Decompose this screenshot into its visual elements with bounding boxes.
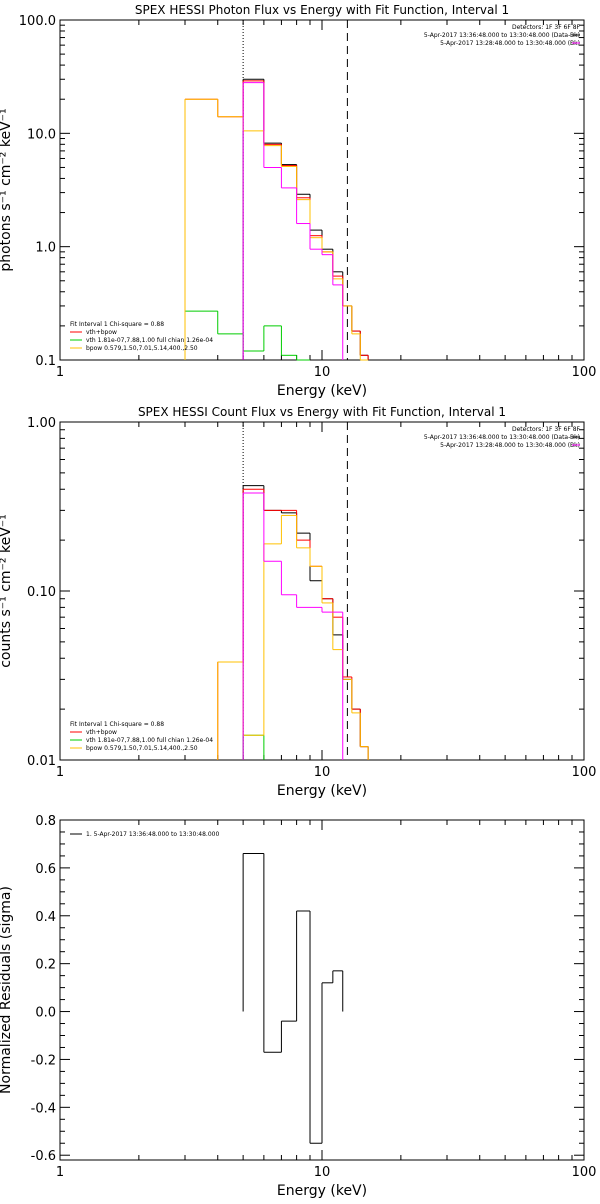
x-axis-label: Energy (keV) [277, 783, 367, 799]
x-tick-label: 1 [56, 1165, 64, 1180]
series-vth-component [242, 734, 265, 760]
legend-entry: bpow 0.579,1.50,7.01,5.14,400.,2.50 [86, 745, 198, 752]
header-line: 5-Apr-2017 13:36:48.000 to 13:30:48.000 … [424, 434, 580, 441]
x-tick-label: 10 [314, 765, 331, 780]
y-axis-label: counts s⁻¹ cm⁻² keV⁻¹ [0, 514, 14, 668]
header-line: 5-Apr-2017 13:36:48.000 to 13:30:48.000 … [424, 32, 580, 39]
x-axis-label: Energy (keV) [277, 383, 367, 399]
legend-entry: vth 1.81e-07,7.88,1.00 full chian 1.26e-… [86, 337, 213, 344]
series-data [242, 485, 369, 760]
y-tick-label: -0.2 [31, 1053, 56, 1068]
series-background [242, 492, 344, 760]
y-tick-label: 0.0 [35, 1006, 56, 1021]
series-data [242, 78, 369, 360]
header-line: Detectors: 1F 3F 6F 8F [512, 426, 581, 433]
legend-entry: bpow 0.579,1.50,7.01,5.14,400.,2.50 [86, 345, 198, 352]
y-axis-label: photons s⁻¹ cm⁻² keV⁻¹ [0, 108, 14, 271]
y-tick-label: 10.0 [27, 127, 56, 142]
x-tick-label: 1 [56, 365, 64, 380]
x-tick-label: 10 [314, 1165, 331, 1180]
y-tick-label: 1.0 [35, 241, 56, 256]
chart-title: SPEX HESSI Count Flux vs Energy with Fit… [138, 405, 506, 419]
x-tick-label: 1 [56, 765, 64, 780]
x-tick-label: 10 [314, 365, 331, 380]
y-tick-label: 0.1 [35, 354, 56, 369]
legend-entry: Fit Interval 1 Chi-square = 0.88 [70, 721, 164, 728]
legend-entry: vth+bpow [86, 729, 117, 736]
y-tick-label: -0.6 [31, 1149, 56, 1164]
x-tick-label: 100 [572, 765, 597, 780]
series-bpow-component [184, 98, 369, 361]
y-tick-label: 0.8 [35, 814, 56, 829]
y-tick-label: 0.10 [27, 585, 56, 600]
chart-panel-1: SPEX HESSI Photon Flux vs Energy with Fi… [0, 3, 596, 399]
series-total-model [217, 488, 369, 760]
x-axis-label: Energy (keV) [277, 1183, 367, 1199]
y-tick-label: 1.00 [27, 416, 56, 431]
chart-panel-2: SPEX HESSI Count Flux vs Energy with Fit… [0, 405, 596, 799]
legend-entry: 1. 5-Apr-2017 13:36:48.000 to 13:30:48.0… [86, 831, 219, 838]
y-tick-label: -0.4 [31, 1101, 56, 1116]
y-tick-label: 0.4 [35, 910, 56, 925]
y-axis-label: Normalized Residuals (sigma) [0, 886, 14, 1094]
legend-entry: vth+bpow [86, 329, 117, 336]
x-tick-label: 100 [572, 1165, 597, 1180]
chart-title: SPEX HESSI Photon Flux vs Energy with Fi… [135, 3, 509, 17]
series-vth-component [184, 310, 311, 361]
header-line: 5-Apr-2017 13:28:48.000 to 13:30:48.000 … [440, 442, 580, 449]
legend-entry: vth 1.81e-07,7.88,1.00 full chian 1.26e-… [86, 737, 213, 744]
y-tick-label: 0.6 [35, 862, 56, 877]
series-background [242, 82, 344, 360]
header-line: 5-Apr-2017 13:28:48.000 to 13:30:48.000 … [440, 40, 580, 47]
plot-frame [59, 19, 585, 361]
chart-panel-3: 1 10 100 -0.6 -0.4 -0.2 0.0 0.2 0.4 0.6 0.8 Energy … [0, 814, 596, 1199]
series-bpow-component [217, 514, 369, 760]
header-line: Detectors: 1F 3F 6F 8F [512, 24, 581, 31]
series-data [242, 853, 344, 1144]
y-tick-label: 100.0 [19, 14, 56, 29]
y-tick-label: 0.2 [35, 958, 56, 973]
y-tick-label: 0.01 [27, 754, 56, 769]
x-tick-label: 100 [572, 365, 597, 380]
legend-entry: Fit Interval 1 Chi-square = 0.88 [70, 321, 164, 328]
series-total-model [184, 80, 369, 360]
